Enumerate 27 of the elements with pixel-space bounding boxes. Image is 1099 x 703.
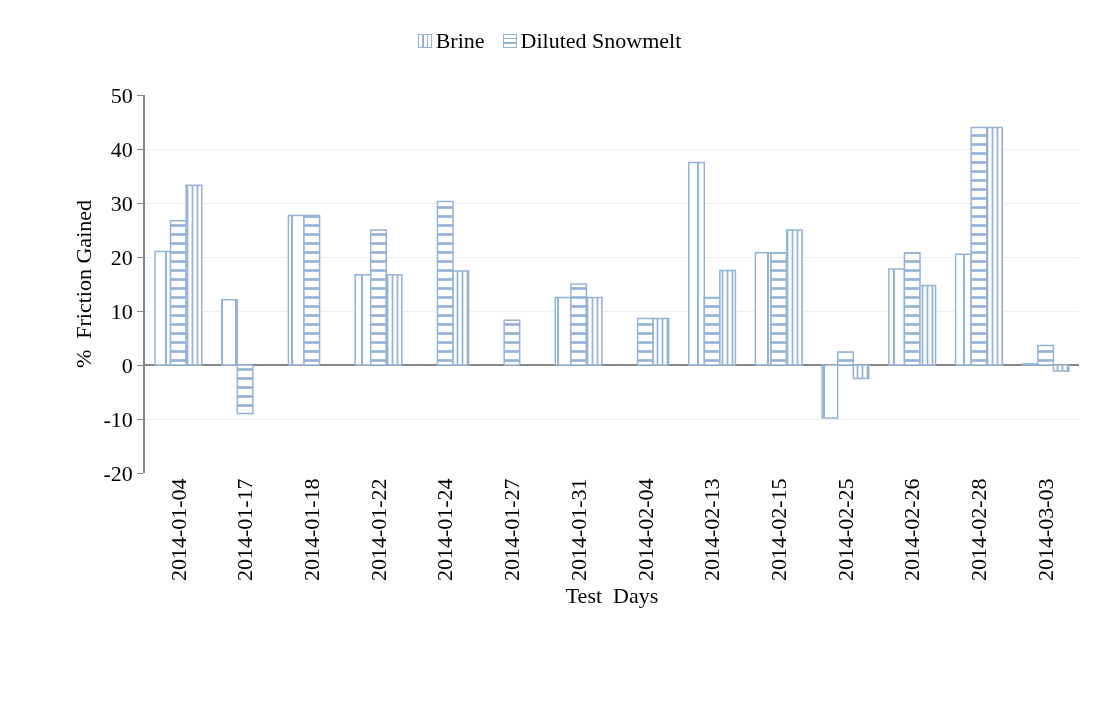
y-tick-label: 50 — [110, 82, 133, 108]
bar — [503, 319, 521, 366]
x-tick-label: 2014-02-04 — [632, 478, 658, 582]
x-tick-label: 2014-01-31 — [565, 478, 591, 582]
x-tick-label: 2014-02-28 — [966, 478, 992, 582]
y-tick-label: -10 — [103, 406, 133, 432]
x-tick-label: 2014-01-04 — [165, 478, 191, 582]
x-tick-label: 2014-03-03 — [1032, 478, 1058, 582]
y-tick-label: 40 — [110, 136, 133, 162]
x-tick-label: 2014-02-13 — [699, 478, 725, 582]
y-tick-label: 0 — [121, 352, 133, 378]
y-tick-label: -20 — [103, 460, 133, 486]
legend-label: Diluted Snowmelt — [520, 28, 682, 54]
x-tick-label: 2014-02-25 — [832, 478, 858, 582]
x-tick-label: 2014-01-22 — [365, 478, 391, 582]
x-tick-label: 2014-02-26 — [899, 478, 925, 582]
y-tick-label: 20 — [110, 244, 133, 270]
y-tick-label: 10 — [110, 298, 133, 324]
y-tick-label: 30 — [110, 190, 133, 216]
legend-label: Brine — [435, 28, 485, 54]
x-tick-label: 2014-01-24 — [432, 478, 458, 582]
x-tick-label: 2014-01-18 — [298, 478, 324, 582]
y-axis-title: % Friction Gained — [70, 199, 96, 369]
x-tick-label: 2014-01-27 — [499, 478, 525, 582]
x-tick-label: 2014-02-15 — [765, 478, 791, 582]
x-tick-label: 2014-01-17 — [232, 478, 258, 582]
x-axis-title: Test Days — [565, 583, 659, 609]
